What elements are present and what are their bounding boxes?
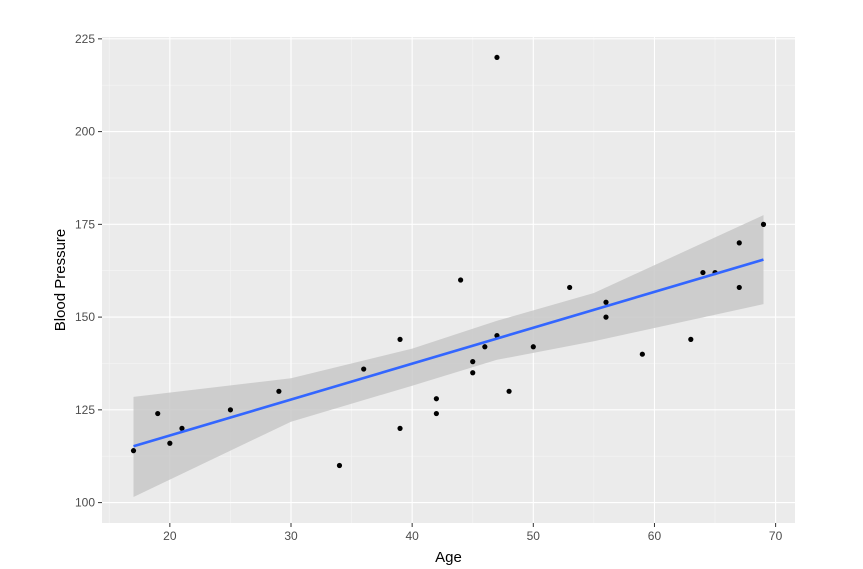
- data-point: [760, 221, 767, 227]
- data-point: [179, 425, 185, 431]
- data-point: [736, 284, 742, 291]
- data-point: [130, 448, 137, 454]
- x-axis-ticks: 20 30 40 50 60 70: [163, 523, 783, 543]
- x-tick-label: 70: [769, 529, 783, 543]
- data-points: [130, 54, 767, 469]
- data-point: [397, 336, 403, 342]
- y-tick-label: 125: [75, 403, 95, 417]
- x-tick-label: 30: [284, 529, 298, 543]
- y-tick-label: 200: [75, 125, 95, 139]
- data-point: [506, 388, 512, 394]
- y-axis-ticks: 100 125 150 175 200 225: [75, 32, 102, 510]
- data-point: [361, 366, 367, 372]
- data-point: [567, 284, 573, 291]
- data-point: [470, 370, 476, 376]
- y-tick-label: 225: [75, 32, 95, 46]
- data-point: [688, 336, 694, 342]
- data-point: [155, 410, 161, 417]
- data-point: [736, 240, 742, 246]
- data-point: [458, 277, 464, 283]
- data-point: [433, 410, 439, 417]
- minor-gridlines: [102, 37, 795, 523]
- data-point: [530, 344, 536, 350]
- data-point: [470, 359, 476, 365]
- data-point: [167, 440, 173, 446]
- data-point: [603, 299, 609, 305]
- data-point: [276, 388, 282, 394]
- data-point: [336, 462, 343, 469]
- y-tick-label: 100: [75, 496, 95, 510]
- data-point: [603, 314, 609, 320]
- data-point: [433, 396, 439, 402]
- data-point: [227, 407, 234, 413]
- y-tick-label: 175: [75, 217, 95, 231]
- confidence-band: [133, 215, 764, 497]
- x-axis-title: Age: [435, 549, 462, 566]
- y-axis-title: Blood Pressure: [52, 229, 69, 332]
- trend-line: [133, 258, 764, 448]
- x-tick-label: 50: [527, 529, 541, 543]
- data-point: [639, 351, 645, 357]
- data-point: [397, 425, 403, 431]
- x-tick-label: 60: [648, 529, 662, 543]
- x-tick-label: 20: [163, 529, 177, 543]
- x-tick-label: 40: [405, 529, 419, 543]
- data-point: [700, 269, 706, 276]
- data-point: [482, 344, 488, 350]
- data-point: [494, 54, 500, 61]
- y-tick-label: 150: [75, 310, 95, 324]
